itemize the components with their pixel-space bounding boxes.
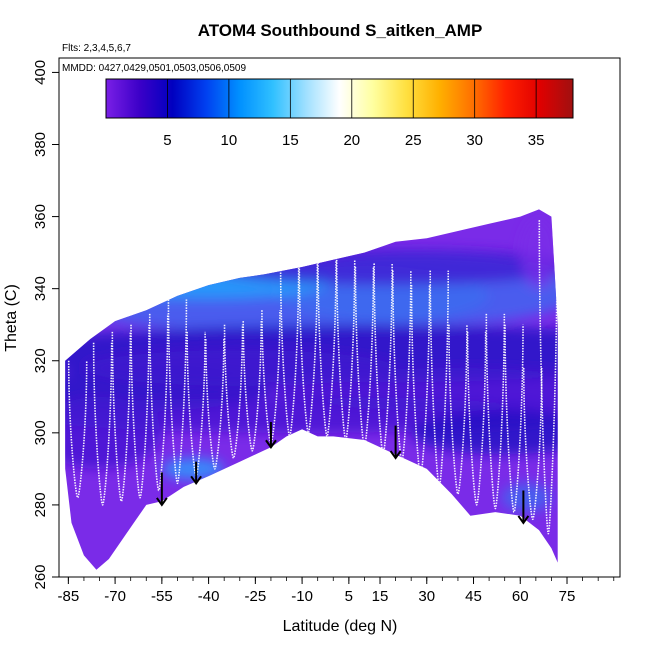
heatmap-field [65,209,558,570]
profile-track-2 [111,331,132,503]
arrow-0 [156,472,168,507]
y-tick-label: 320 [32,348,49,373]
x-tick-label: -10 [291,588,313,605]
profile-track-3 [130,324,150,499]
profile-track-18 [410,285,431,477]
x-axis: -85 -70 -55 -40 -25 -10 5 15 30 45 60 75 [58,576,615,605]
profile-track-22 [485,313,506,510]
y-tick-label: 360 [32,204,49,229]
arrow-2 [265,422,277,449]
y-axis-label: Theta (C) [3,284,20,352]
profile-track-4 [148,313,169,492]
profile-track-12 [298,263,319,434]
field-patch-7 [411,411,558,455]
x-tick-label: 30 [418,588,435,605]
x-tick-label: 60 [512,588,529,605]
chart-title: ATOM4 Southbound S_aitken_AMP [198,21,483,40]
profile-track-13 [317,259,337,438]
colorbar: 5 10 15 20 25 30 35 [105,78,574,149]
profile-track-24 [522,367,543,521]
profile-track-11 [279,267,300,438]
x-tick-label: -25 [245,588,267,605]
flights-annotation: Flts: 2,3,4,5,6,7 [62,43,131,54]
colorbar-tick-label: 25 [405,132,422,149]
field-patch-13 [520,216,558,289]
profile-track-0 [67,360,88,499]
x-tick-label: 15 [372,588,389,605]
colorbar-tick-label: 30 [466,132,483,149]
x-axis-label: Latitude (deg N) [283,618,398,635]
colorbar-tick-label: 20 [343,132,360,149]
profile-track-17 [392,270,412,463]
colorbar-tick-label: 10 [221,132,238,149]
surface-arrows [156,422,530,525]
colorbar-tick-label: 15 [282,132,299,149]
profile-track-23 [504,324,524,513]
y-tick-label: 340 [32,276,49,301]
y-tick-label: 300 [32,420,49,445]
profile-track-6 [186,331,206,477]
x-tick-label: 5 [345,588,353,605]
y-tick-label: 260 [32,564,49,589]
field-patch-9 [161,458,225,480]
profile-track-25 [538,220,558,535]
profile-track-20 [448,324,468,495]
x-tick-label: -55 [151,588,173,605]
profile-track-5 [167,299,188,485]
colorbar-tick-label: 5 [163,132,171,149]
field-patch-11 [83,349,396,386]
y-tick-label: 400 [32,60,49,85]
y-axis: 260 280 300 320 340 360 380 400 [32,60,59,590]
profile-track-8 [223,324,244,459]
x-tick-label: -70 [104,588,126,605]
profile-track-7 [205,339,225,470]
x-tick-label: 75 [559,588,576,605]
profile-track-1 [92,342,113,506]
arrow-3 [389,425,402,460]
y-tick-label: 280 [32,492,49,517]
x-tick-label: -40 [198,588,220,605]
colorbar-tick-label: 35 [528,132,545,149]
x-tick-label: 45 [465,588,482,605]
colorbar-gradient [105,78,574,119]
field-patch-10 [501,483,552,513]
profile-track-9 [242,321,263,452]
x-tick-label: -85 [58,588,80,605]
arrow-1 [190,461,202,486]
dates-annotation: MMDD: 0427,0429,0501,0503,0506,0509 [62,63,246,74]
field-patch-8 [65,396,162,469]
arrow-4 [517,490,530,525]
y-tick-label: 380 [32,132,49,157]
profile-tracks [67,220,558,535]
profile-track-16 [373,263,393,456]
profile-track-10 [261,310,281,445]
profile-track-21 [466,331,487,506]
